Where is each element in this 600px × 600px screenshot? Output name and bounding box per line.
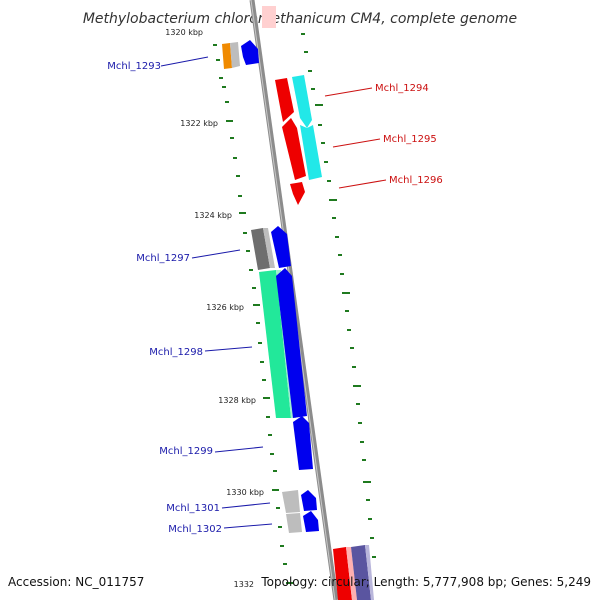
accession-text: Accession: NC_011757 — [8, 575, 144, 589]
orange-feature[interactable] — [222, 43, 232, 69]
cds-arrow-blue[interactable] — [271, 226, 291, 268]
gene-label-mchl-1301[interactable]: Mchl_1301 — [166, 503, 220, 514]
tick-label-1322: 1322 kbp — [180, 119, 218, 128]
inner-tick-track — [213, 44, 293, 584]
gray-feature[interactable] — [251, 228, 270, 270]
tick-label-1326: 1326 kbp — [206, 303, 244, 312]
gene-label-mchl-1293[interactable]: Mchl_1293 — [107, 61, 161, 72]
cds-arrow-blue[interactable] — [293, 416, 313, 470]
gene-mchl-1294[interactable] — [275, 75, 312, 128]
leader-line-1293 — [160, 56, 209, 67]
gene-mchl-1297[interactable] — [251, 226, 291, 270]
leader-line-1299 — [214, 446, 264, 453]
tick-label-1320: 1320 kbp — [165, 28, 203, 37]
topology-text: Topology: circular; Length: 5,777,908 bp… — [260, 575, 591, 589]
cds-arrow-blue[interactable] — [301, 490, 317, 511]
map-title: Methylobacterium chloromethanicum CM4, c… — [83, 11, 517, 27]
gray-feature[interactable] — [286, 513, 302, 533]
cds-arrow-blue[interactable] — [241, 40, 259, 65]
tick-label-1324: 1324 kbp — [194, 211, 232, 220]
leader-line-1302 — [223, 523, 273, 529]
gene-mchl-1301[interactable] — [282, 490, 317, 513]
gene-label-mchl-1297[interactable]: Mchl_1297 — [136, 253, 190, 264]
leader-line-1297 — [191, 249, 241, 259]
lightgray-feature[interactable] — [263, 228, 275, 268]
gene-label-mchl-1296[interactable]: Mchl_1296 — [389, 175, 443, 186]
cds-slate[interactable] — [351, 545, 371, 600]
cds-arrow-cyan[interactable] — [300, 125, 322, 180]
gene-mchl-1293[interactable] — [222, 40, 259, 69]
outer-tick-track — [301, 33, 376, 558]
partial-feature-top — [262, 6, 276, 28]
gray-feature[interactable] — [230, 42, 240, 68]
gray-feature[interactable] — [282, 490, 300, 513]
tick-label-1332: 1332 — [234, 580, 254, 589]
cds-slate-edge[interactable] — [365, 545, 374, 600]
cds-arrow-blue[interactable] — [276, 268, 307, 418]
cds-arrow-red[interactable] — [290, 182, 305, 205]
gene-mchl-1299[interactable] — [293, 416, 313, 470]
gene-label-mchl-1295[interactable]: Mchl_1295 — [383, 134, 437, 145]
cds-arrow-cyan[interactable] — [292, 75, 312, 128]
leader-line-1294 — [324, 87, 373, 97]
leader-line-1295 — [332, 138, 381, 148]
gene-label-mchl-1298[interactable]: Mchl_1298 — [149, 347, 203, 358]
cds-green[interactable] — [259, 270, 291, 418]
cds-red-edge[interactable] — [346, 547, 357, 600]
cds-arrow-red[interactable] — [275, 78, 294, 122]
gene-mchl-1302[interactable] — [286, 511, 319, 533]
leader-line-1298 — [204, 346, 253, 352]
cds-arrow-red[interactable] — [282, 118, 306, 180]
gene-label-mchl-1294[interactable]: Mchl_1294 — [375, 83, 429, 94]
leader-line-1301 — [221, 502, 271, 509]
gene-mchl-1295[interactable] — [282, 118, 322, 180]
tick-label-1328: 1328 kbp — [218, 396, 256, 405]
partial-features-bottom[interactable] — [333, 545, 374, 600]
gene-label-mchl-1299[interactable]: Mchl_1299 — [159, 446, 213, 457]
tick-label-1330: 1330 kbp — [226, 488, 264, 497]
gene-mchl-1296[interactable] — [290, 182, 305, 205]
gene-mchl-1298[interactable] — [259, 268, 307, 418]
cds-arrow-blue[interactable] — [303, 511, 319, 532]
gene-label-mchl-1302[interactable]: Mchl_1302 — [168, 524, 222, 535]
leader-line-1296 — [338, 179, 387, 189]
cds-red[interactable] — [333, 547, 352, 600]
